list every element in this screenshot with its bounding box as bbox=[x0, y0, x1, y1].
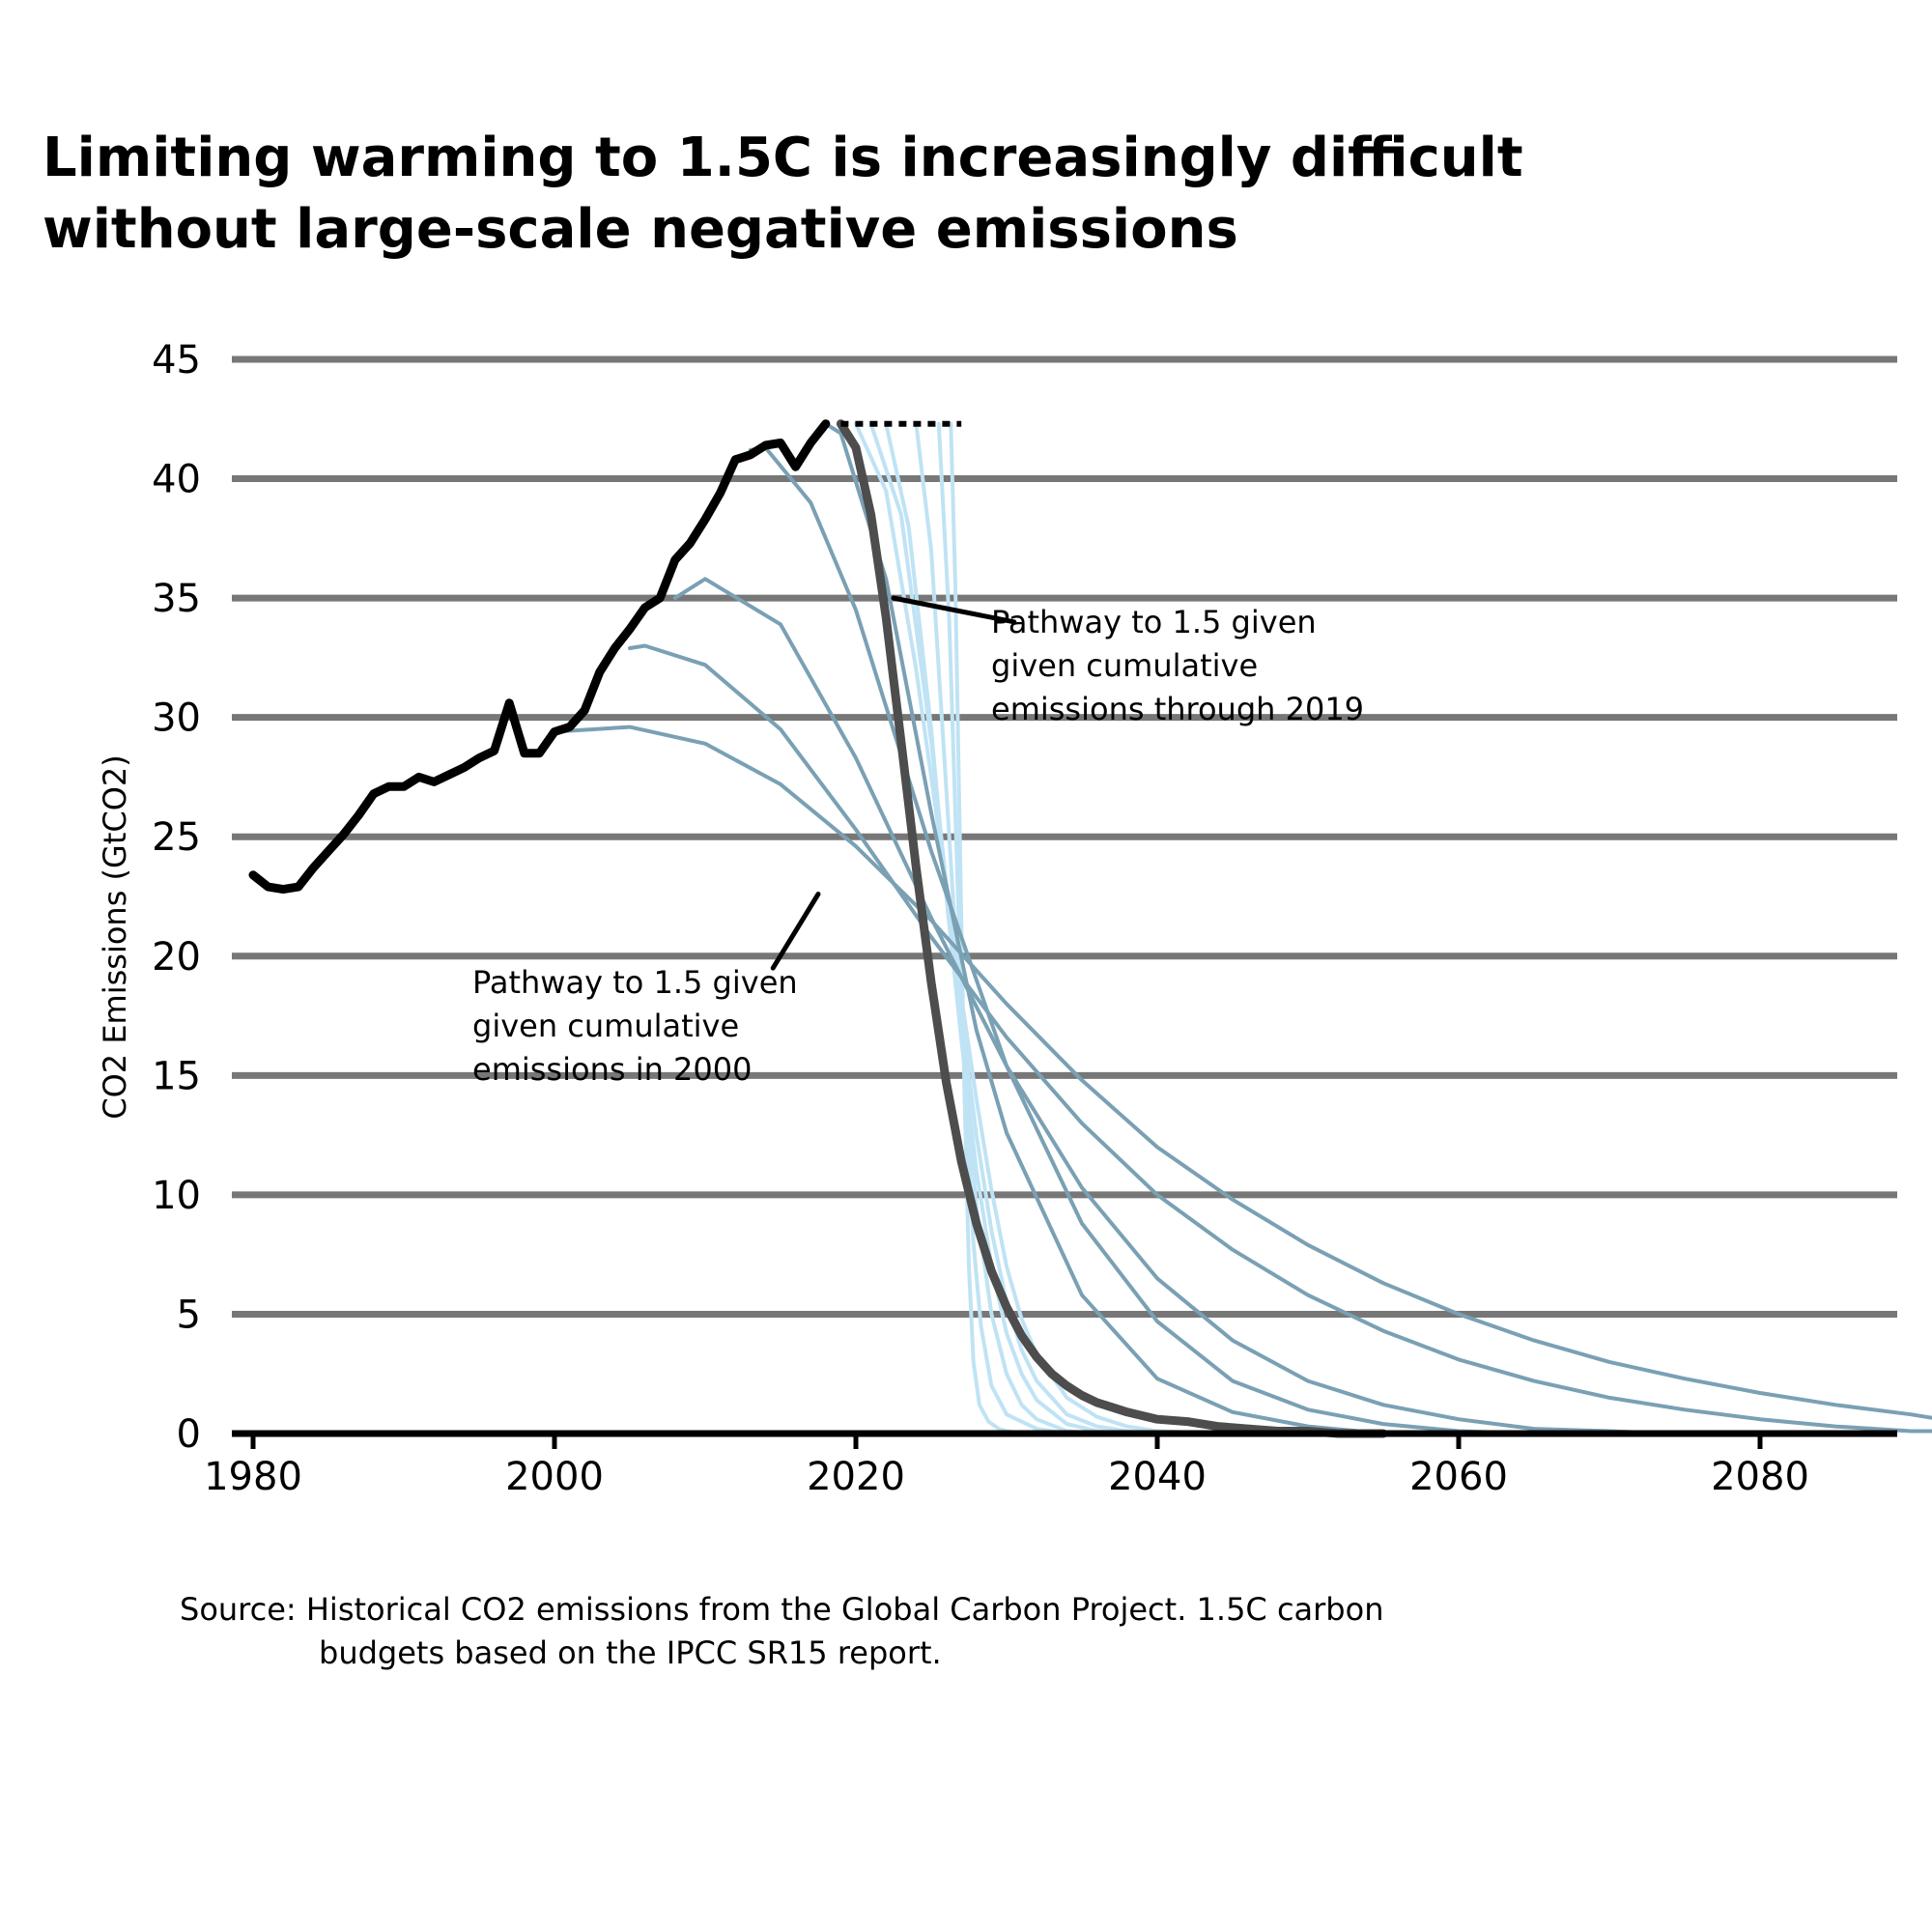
annotation-2000-line-3: emissions in 2000 bbox=[472, 1051, 752, 1088]
future-pathway-line-5 bbox=[936, 421, 1069, 1435]
pathway-2008-line bbox=[672, 577, 1672, 1435]
y-tick-label-25: 25 bbox=[152, 815, 201, 860]
x-tick-label-2080: 2080 bbox=[1711, 1455, 1809, 1499]
x-tick-label-1980: 1980 bbox=[204, 1455, 302, 1499]
annotation-2019-line-2: given cumulative bbox=[991, 647, 1258, 684]
historical-group bbox=[248, 419, 962, 895]
x-tick-label-2020: 2020 bbox=[807, 1455, 905, 1499]
y-tick-label-35: 35 bbox=[152, 577, 201, 621]
chart-title-line-1: Limiting warming to 1.5C is increasingly… bbox=[43, 127, 1523, 189]
pathway-2019-group bbox=[836, 419, 1388, 1438]
y-tick-label-40: 40 bbox=[152, 458, 201, 502]
pathway-2000-line bbox=[553, 724, 1932, 1420]
future-pathway-line-1 bbox=[854, 421, 1220, 1435]
y-axis-label: CO2 Emissions (GtCO2) bbox=[97, 754, 133, 1119]
x-tick-label-2060: 2060 bbox=[1409, 1455, 1508, 1499]
y-tick-label-30: 30 bbox=[152, 696, 201, 741]
annotation-2000-line-2: given cumulative bbox=[472, 1008, 739, 1044]
annotation-2019-line-3: emissions through 2019 bbox=[991, 691, 1364, 727]
chart-title-line-2: without large-scale negative emissions bbox=[43, 198, 1238, 261]
annotation-pointer-1 bbox=[891, 595, 1017, 625]
y-tick-label-10: 10 bbox=[152, 1174, 201, 1218]
x-tick-labels: 1980 2000 2020 2040 2060 2080 bbox=[204, 1455, 1809, 1499]
past-pathways bbox=[553, 421, 1932, 1435]
source-note-line-2: budgets based on the IPCC SR15 report. bbox=[319, 1634, 942, 1671]
y-tick-labels: 0 5 10 15 20 25 30 35 40 45 bbox=[152, 338, 201, 1457]
historical-emissions-line bbox=[248, 419, 831, 895]
pathway-2013-line bbox=[748, 445, 1536, 1435]
annotation-2019-line-1: Pathway to 1.5 given bbox=[991, 604, 1317, 640]
y-tick-label-20: 20 bbox=[152, 935, 201, 980]
source-note-line-1: Source: Historical CO2 emissions from th… bbox=[180, 1591, 1383, 1628]
x-tick-label-2040: 2040 bbox=[1108, 1455, 1207, 1499]
annotation-2000-line-1: Pathway to 1.5 given bbox=[472, 964, 798, 1001]
x-axis bbox=[232, 1430, 1897, 1449]
pathway-2019-line bbox=[836, 419, 1388, 1438]
annotation-pointer-2 bbox=[770, 892, 821, 971]
x-tick-label-2000: 2000 bbox=[505, 1455, 604, 1499]
future-pathway-line-4 bbox=[914, 421, 1099, 1435]
annotations: Pathway to 1.5 given given cumulative em… bbox=[472, 595, 1364, 1088]
y-tick-label-5: 5 bbox=[177, 1293, 201, 1337]
future-pathway-line-6 bbox=[949, 421, 1024, 1435]
y-tick-label-45: 45 bbox=[152, 338, 201, 383]
y-tick-label-15: 15 bbox=[152, 1054, 201, 1098]
pathway-2005-line bbox=[628, 643, 1932, 1434]
y-tick-label-0: 0 bbox=[177, 1412, 201, 1457]
